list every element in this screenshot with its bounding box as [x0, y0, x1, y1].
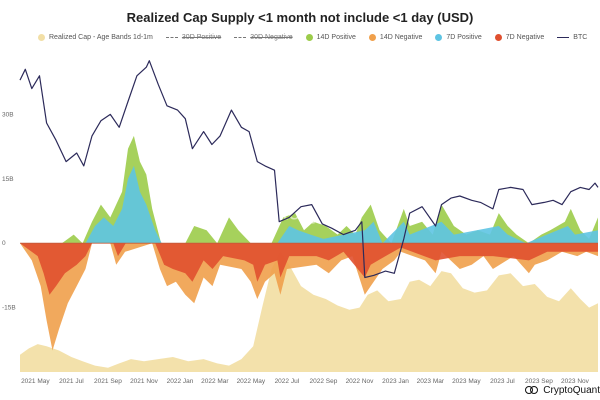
legend-item-btc[interactable]: BTC — [557, 34, 587, 41]
x-tick-label: 2023 Jan — [382, 378, 409, 385]
y-tick-label: 30B — [2, 111, 14, 118]
legend-swatch — [234, 36, 247, 38]
area-7d-positive — [20, 165, 598, 244]
legend-label: 7D Negative — [505, 33, 545, 41]
x-tick-label: 2022 Sep — [310, 378, 338, 385]
x-tick-label: 2021 May — [21, 378, 50, 385]
x-tick-label: 2023 May — [452, 378, 481, 385]
x-tick-label: 2023 Sep — [525, 378, 553, 385]
legend-swatch — [435, 33, 443, 41]
area-7d-negative — [20, 243, 598, 295]
legend-label: Realized Cap - Age Bands 1d-1m — [49, 33, 153, 41]
legend-item-7d-negative[interactable]: 7D Negative — [494, 33, 545, 41]
x-tick-label: 2023 Nov — [561, 378, 590, 385]
y-axis: 30B 15B 0 -15B — [2, 111, 16, 311]
legend-label: 7D Positive — [446, 33, 482, 41]
area-14d-negative — [20, 243, 598, 351]
legend-label: 14D Negative — [379, 33, 423, 41]
legend-item-30d-positive[interactable]: 30D Positive — [165, 33, 222, 41]
legend-swatch — [494, 33, 502, 41]
x-tick-label: 2021 Nov — [130, 378, 159, 385]
legend-label: 14D Positive — [316, 33, 356, 41]
brand-name: CryptoQuant — [543, 385, 600, 396]
y-tick-label: 0 — [2, 240, 6, 247]
x-tick-label: 2023 Jul — [490, 378, 515, 385]
x-tick-label: 2022 Mar — [201, 378, 229, 385]
legend-swatch — [165, 36, 178, 38]
brand-logo: CryptoQuant — [525, 385, 600, 396]
legend-item-7d-positive[interactable]: 7D Positive — [435, 33, 482, 41]
legend-label: 30D Negative — [250, 33, 293, 41]
x-tick-label: 2022 Jul — [275, 378, 300, 385]
x-tick-label: 2022 May — [237, 378, 266, 385]
legend-item-14d-negative[interactable]: 14D Negative — [368, 33, 423, 41]
area-realized-cap-age-bands-1d-1m — [20, 251, 598, 372]
chart-legend: Realized Cap - Age Bands 1d-1m 30D Posit… — [38, 31, 587, 43]
x-tick-label: 2022 Nov — [346, 378, 375, 385]
series-areas — [20, 135, 598, 372]
x-axis: 2021 May 2021 Jul 2021 Sep 2021 Nov 2022 Jan… — [21, 378, 590, 385]
y-tick-label: -15B — [2, 305, 16, 312]
legend-swatch — [38, 33, 45, 41]
legend-item-30d-negative[interactable]: 30D Negative — [234, 33, 293, 41]
legend-swatch — [305, 33, 313, 41]
x-tick-label: 2023 Mar — [417, 378, 445, 385]
y-tick-label: 15B — [2, 176, 14, 183]
cryptoquant-logo-icon — [525, 386, 539, 395]
x-tick-label: 2022 Jan — [167, 378, 194, 385]
x-tick-label: 2021 Jul — [59, 378, 84, 385]
legend-label: 30D Positive — [181, 33, 222, 41]
btc-line-group — [19, 60, 599, 279]
x-tick-label: 2021 Sep — [94, 378, 122, 385]
legend-item-14d-positive[interactable]: 14D Positive — [305, 33, 356, 41]
legend-swatch — [368, 33, 376, 41]
legend-item-realized-cap[interactable]: Realized Cap - Age Bands 1d-1m — [38, 33, 153, 41]
chart-title: Realized Cap Supply <1 month not include… — [126, 10, 474, 25]
watermark-text: CryptoQuant — [236, 200, 361, 225]
legend-swatch — [557, 36, 570, 38]
legend-label: BTC — [573, 33, 588, 41]
btc-price-line — [19, 60, 599, 279]
